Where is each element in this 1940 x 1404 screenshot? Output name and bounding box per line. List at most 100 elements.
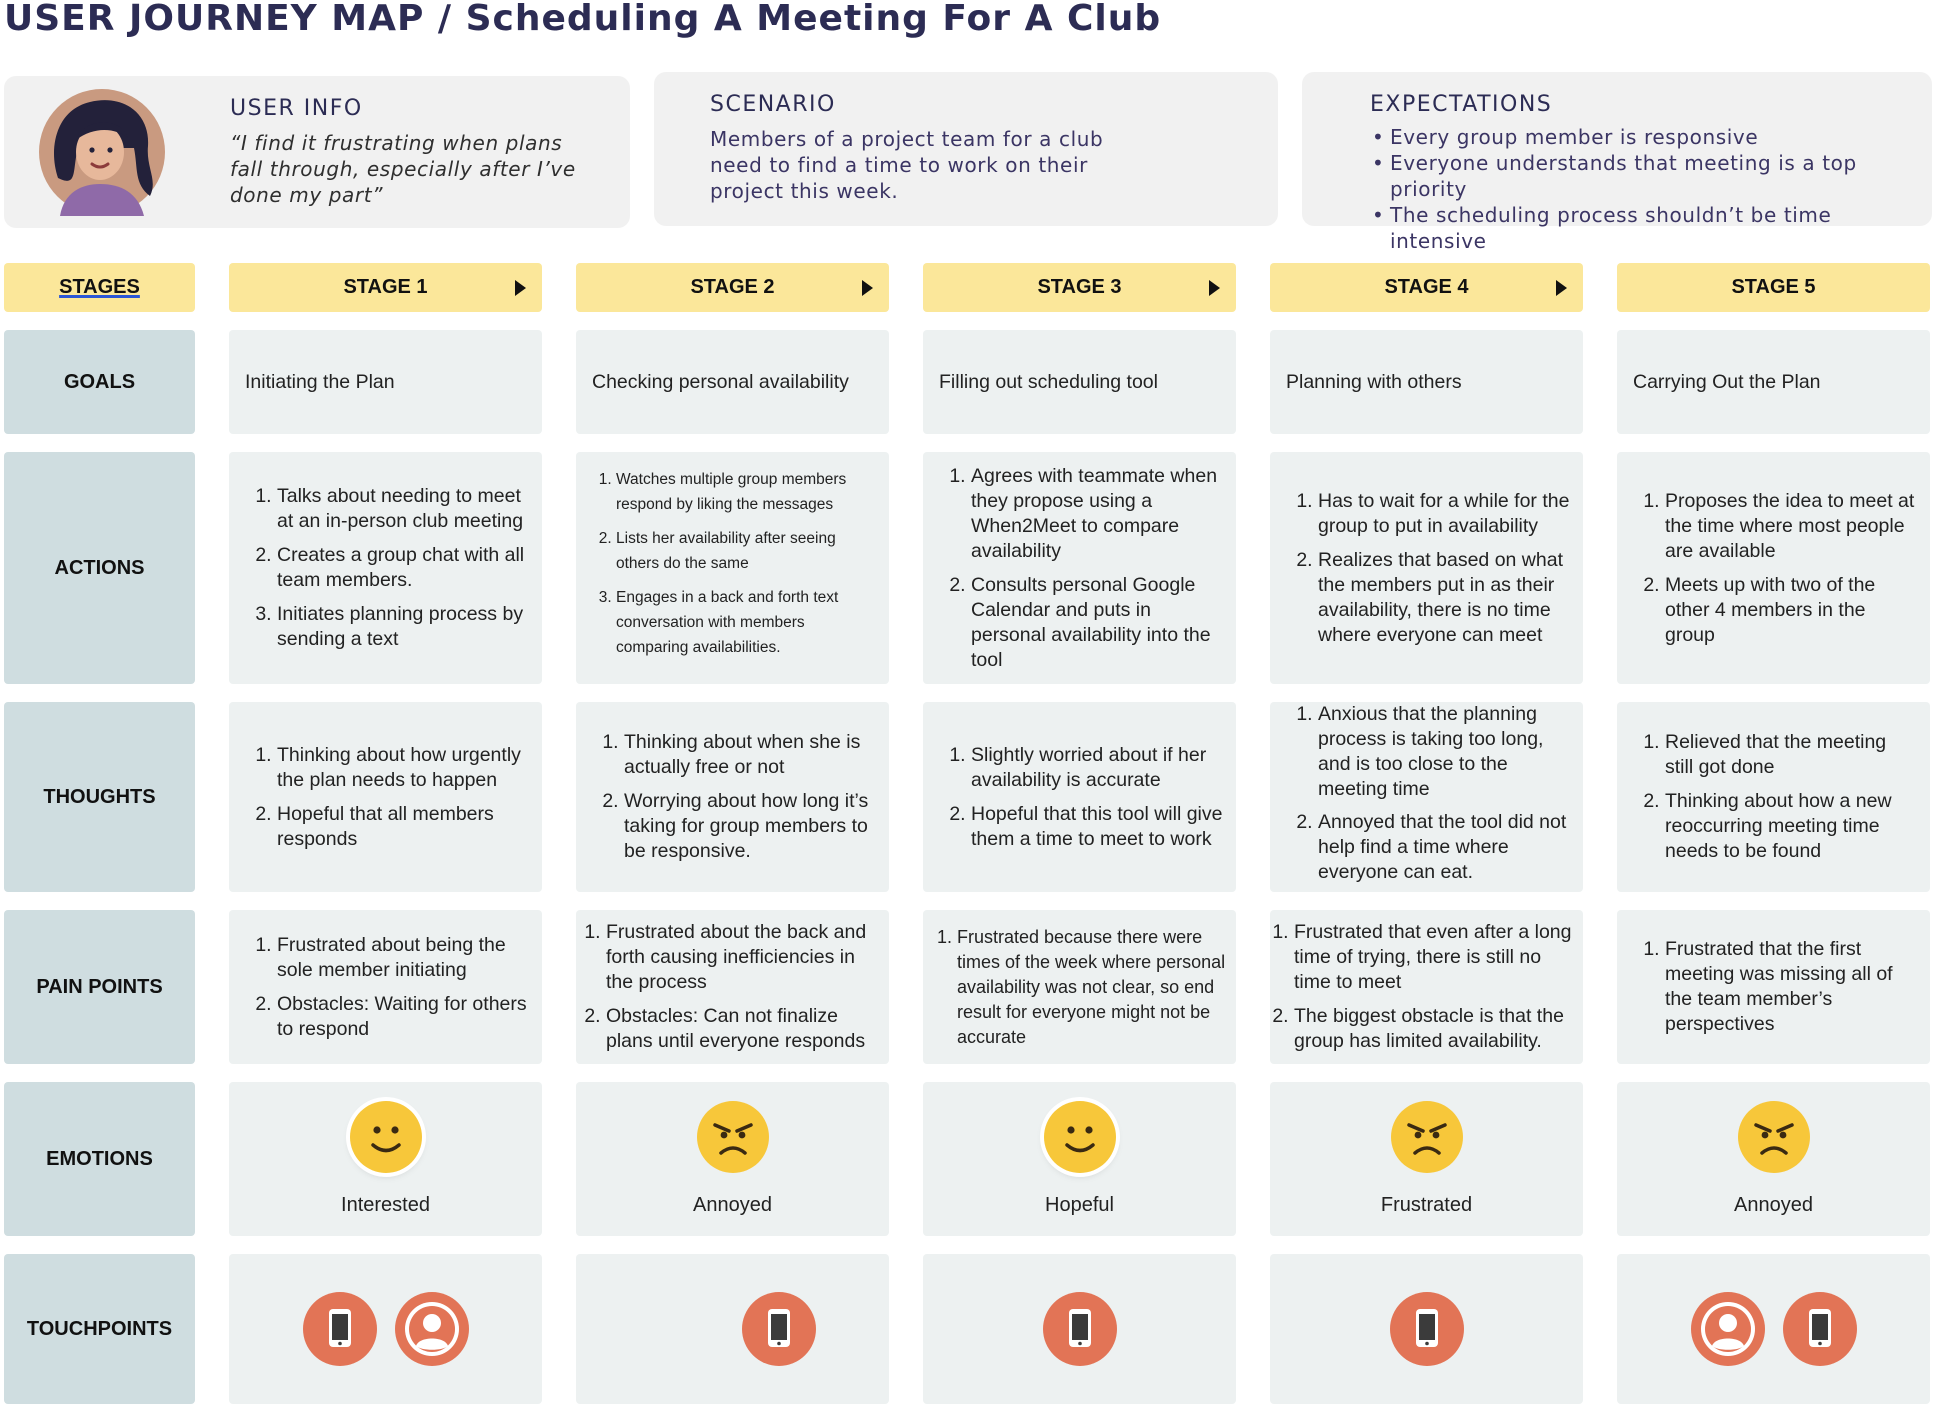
list-item: Thinking about how urgently the plan nee… <box>277 743 530 793</box>
list-item: Worrying about how long it’s taking for … <box>624 789 877 864</box>
stage-3-label: STAGE 3 <box>1037 276 1122 298</box>
touchpoints-cell <box>576 1254 889 1404</box>
expectation-item: Every group member is responsive <box>1370 124 1930 150</box>
actions-list: Agrees with teammate when they propose u… <box>923 464 1236 673</box>
goal-text: Planning with others <box>1286 370 1462 393</box>
stage-1-header[interactable]: STAGE 1 <box>229 263 542 312</box>
user-info-heading: USER INFO <box>230 96 363 121</box>
happy-face-icon <box>349 1100 422 1173</box>
emotion-cell: Annoyed <box>1617 1082 1930 1236</box>
list-item: Realizes that based on what the members … <box>1318 548 1571 648</box>
list-item: Thinking about when she is actually free… <box>624 730 877 780</box>
emotion-label: Annoyed <box>1734 1193 1813 1216</box>
scenario-heading: SCENARIO <box>710 92 836 117</box>
list-item: Hopeful that this tool will give them a … <box>971 802 1224 852</box>
stages-label-text: STAGES <box>59 276 140 298</box>
list-item: Creates a group chat with all team membe… <box>277 543 530 593</box>
thoughts-cell: Anxious that the planning process is tak… <box>1270 702 1583 892</box>
thoughts-cell: Slightly worried about if her availabili… <box>923 702 1236 892</box>
list-item: The biggest obstacle is that the group h… <box>1294 1004 1581 1054</box>
angry-face-icon <box>1737 1100 1810 1173</box>
user-info-card: USER INFO “I find it frustrating when pl… <box>4 76 630 228</box>
row-label-touchpoints: TOUCHPOINTS <box>4 1254 195 1404</box>
list-item: Proposes the idea to meet at the time wh… <box>1665 489 1918 564</box>
emotion-label: Interested <box>341 1193 430 1216</box>
emotion-label: Frustrated <box>1380 1193 1473 1216</box>
list-item: Has to wait for a while for the group to… <box>1318 489 1571 539</box>
expectation-item: Everyone understands that meeting is a t… <box>1370 150 1930 202</box>
row-label-goals: GOALS <box>4 330 195 434</box>
play-arrow-icon[interactable] <box>862 279 873 296</box>
row-label-thoughts: THOUGHTS <box>4 702 195 892</box>
list-item: Talks about needing to meet at an in-per… <box>277 484 530 534</box>
list-item: Annoyed that the tool did not help find … <box>1318 810 1571 885</box>
list-item: Agrees with teammate when they propose u… <box>971 464 1224 564</box>
list-item: Frustrated that even after a long time o… <box>1294 920 1581 995</box>
emotion-cell: Frustrated <box>1270 1082 1583 1236</box>
actions-cell: Has to wait for a while for the group to… <box>1270 452 1583 684</box>
expectations-card: EXPECTATIONS Every group member is respo… <box>1302 72 1932 253</box>
phone-icon <box>302 1292 377 1366</box>
goal-cell: Carrying Out the Plan <box>1617 330 1930 434</box>
actions-cell: Watches multiple group members respond b… <box>576 452 889 684</box>
actions-cell: Proposes the idea to meet at the time wh… <box>1617 452 1930 684</box>
play-arrow-icon[interactable] <box>1556 279 1567 296</box>
list-item: Initiates planning process by sending a … <box>277 602 530 652</box>
goal-cell: Filling out scheduling tool <box>923 330 1236 434</box>
emotion-cell: Hopeful <box>923 1082 1236 1236</box>
goal-cell: Checking personal availability <box>576 330 889 434</box>
pain-points-cell: Frustrated about the back and forth caus… <box>576 910 889 1064</box>
stage-2-header[interactable]: STAGE 2 <box>576 263 889 312</box>
thoughts-cell: Thinking about when she is actually free… <box>576 702 889 892</box>
play-arrow-icon[interactable] <box>1209 279 1220 296</box>
angry-face-icon <box>1390 1100 1463 1173</box>
thoughts-list: Slightly worried about if her availabili… <box>923 743 1236 852</box>
emotion-cell: Interested <box>229 1082 542 1236</box>
phone-icon <box>1042 1292 1117 1366</box>
list-item: Consults personal Google Calendar and pu… <box>971 573 1224 673</box>
pain-points-list: Frustrated about being the sole member i… <box>229 933 542 1042</box>
row-label-emotions: EMOTIONS <box>4 1082 195 1236</box>
list-item: Slightly worried about if her availabili… <box>971 743 1224 793</box>
emotion-cell: Annoyed <box>576 1082 889 1236</box>
list-item: Relieved that the meeting still got done <box>1665 730 1918 780</box>
list-item: Frustrated that the first meeting was mi… <box>1665 937 1918 1037</box>
stage-4-header[interactable]: STAGE 4 <box>1270 263 1583 312</box>
list-item: Frustrated about the back and forth caus… <box>606 920 883 995</box>
emotion-label: Annoyed <box>693 1193 772 1216</box>
person-icon <box>394 1292 469 1366</box>
pain-points-list: Frustrated about the back and forth caus… <box>576 920 889 1054</box>
stage-4-label: STAGE 4 <box>1384 276 1469 298</box>
person-icon <box>1690 1292 1765 1366</box>
list-item: Thinking about how a new reoccurring mee… <box>1665 789 1918 864</box>
touchpoints-cell <box>229 1254 542 1404</box>
pain-points-cell: Frustrated that the first meeting was mi… <box>1617 910 1930 1064</box>
actions-list: Talks about needing to meet at an in-per… <box>229 484 542 652</box>
stage-5-header[interactable]: STAGE 5 <box>1617 263 1930 312</box>
page-title: USER JOURNEY MAP / Scheduling A Meeting … <box>4 0 1162 39</box>
scenario-text: Members of a project team for a club nee… <box>710 127 1104 203</box>
expectations-heading: EXPECTATIONS <box>1370 92 1553 117</box>
actions-cell: Agrees with teammate when they propose u… <box>923 452 1236 684</box>
goal-cell: Planning with others <box>1270 330 1583 434</box>
user-quote: “I find it frustrating when plans fall t… <box>230 131 576 207</box>
stage-1-label: STAGE 1 <box>343 276 428 298</box>
thoughts-list: Anxious that the planning process is tak… <box>1270 702 1583 893</box>
thoughts-cell: Thinking about how urgently the plan nee… <box>229 702 542 892</box>
thoughts-list: Thinking about how urgently the plan nee… <box>229 743 542 852</box>
stages-label: STAGES <box>4 263 195 312</box>
touchpoints-cell <box>923 1254 1236 1404</box>
expectations-list: Every group member is responsive Everyon… <box>1370 124 1930 254</box>
goal-text: Initiating the Plan <box>245 370 395 393</box>
thoughts-list: Thinking about when she is actually free… <box>576 730 889 864</box>
touchpoints-cell <box>1270 1254 1583 1404</box>
scenario-card: SCENARIO Members of a project team for a… <box>654 72 1278 226</box>
stage-5-label: STAGE 5 <box>1731 276 1816 298</box>
play-arrow-icon[interactable] <box>515 279 526 296</box>
list-item: Obstacles: Can not finalize plans until … <box>606 1004 883 1054</box>
stage-3-header[interactable]: STAGE 3 <box>923 263 1236 312</box>
list-item: Hopeful that all members responds <box>277 802 530 852</box>
avatar <box>38 88 166 216</box>
thoughts-list: Relieved that the meeting still got done… <box>1617 730 1930 864</box>
angry-face-icon <box>696 1100 769 1173</box>
